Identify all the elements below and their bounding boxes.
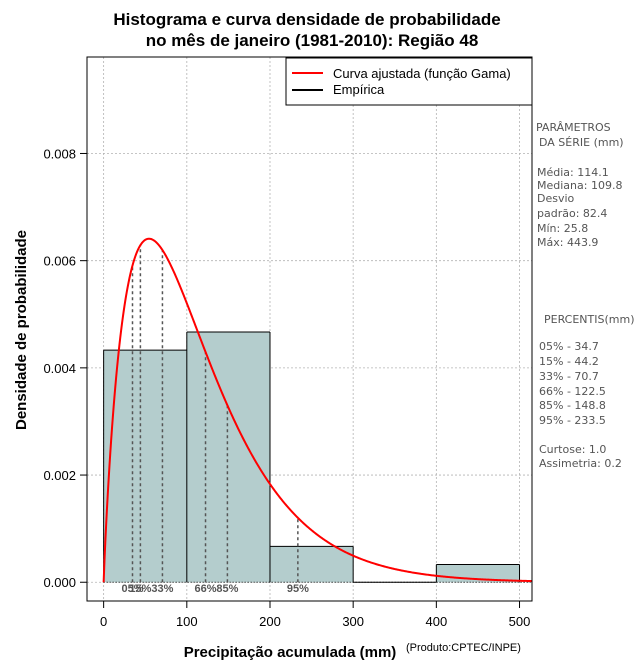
percentis-title: PERCENTIS(mm) — [544, 313, 635, 326]
x-tick-label: 500 — [509, 614, 531, 629]
percentile-label-85: 85% — [216, 583, 238, 595]
percentile-label-95: 95% — [287, 583, 309, 595]
params-title-1: PARÂMETROS — [536, 121, 611, 134]
y-tick-label: 0.002 — [43, 468, 76, 483]
percentil-95: 95% - 233.5 — [539, 414, 606, 427]
x-tick-label: 200 — [259, 614, 281, 629]
percentil-66: 66% - 122.5 — [539, 385, 606, 398]
percentile-label-66: 66% — [195, 583, 217, 595]
stat-skewness: Assimetria: 0.2 — [539, 457, 622, 470]
percentile-label-33: 33% — [151, 583, 173, 595]
y-tick-label: 0.006 — [43, 254, 76, 269]
histogram-bar — [269, 546, 354, 583]
percentile-label-05: 05% — [121, 583, 143, 595]
plot-area: 05%15% 33% 66% 85% 95% — [86, 56, 533, 602]
chart-title-line1: Histograma e curva densidade de probabil… — [113, 10, 500, 29]
percentil-85: 85% - 148.8 — [539, 399, 606, 412]
gamma-curve-line — [102, 237, 533, 583]
stat-stddev-label: Desvio — [537, 192, 575, 205]
x-tick-label: 300 — [342, 614, 364, 629]
y-axis: 0.000 0.002 0.004 0.006 0.008 — [43, 146, 88, 590]
x-tick-label: 400 — [425, 614, 447, 629]
x-tick-label: 0 — [100, 614, 107, 629]
percentile-label-15: 15% — [129, 583, 151, 595]
legend-empirical-label: Empírica — [333, 82, 385, 97]
stat-min: Mín: 25.8 — [537, 222, 588, 235]
legend-box — [285, 57, 533, 106]
y-tick-label: 0.000 — [43, 575, 76, 590]
stat-kurtosis: Curtose: 1.0 — [539, 443, 606, 456]
y-tick-label: 0.004 — [43, 361, 76, 376]
stat-median: Mediana: 109.8 — [537, 179, 622, 192]
y-axis-title: Densidade de probabilidade — [13, 230, 30, 430]
x-axis: 0 100 200 300 400 500 — [100, 600, 531, 629]
credit-text: (Produto:CPTEC/INPE) — [406, 642, 521, 654]
stat-stddev: padrão: 82.4 — [537, 207, 607, 220]
legend: Curva ajustada (função Gama) Empírica — [285, 57, 533, 106]
percentil-15: 15% - 44.2 — [539, 355, 599, 368]
x-tick-label: 100 — [176, 614, 198, 629]
histogram-bar — [186, 331, 270, 583]
chart-title-line2: no mês de janeiro (1981-2010): Região 48 — [146, 31, 479, 50]
x-axis-title: Precipitação acumulada (mm) — [184, 644, 397, 660]
stat-mean: Média: 114.1 — [537, 166, 609, 179]
percentil-05: 05% - 34.7 — [539, 340, 599, 353]
statistics-panel: PARÂMETROS DA SÉRIE (mm) Média: 114.1 Me… — [536, 121, 635, 470]
histogram-bars — [103, 331, 532, 583]
histogram-bar — [103, 350, 187, 583]
percentil-33: 33% - 70.7 — [539, 370, 599, 383]
y-tick-label: 0.008 — [43, 146, 76, 161]
legend-fit-label: Curva ajustada (função Gama) — [333, 66, 511, 81]
percentile-markers: 05%15% 33% 66% 85% 95% — [121, 245, 309, 595]
stat-max: Máx: 443.9 — [537, 236, 598, 249]
params-title-2: DA SÉRIE (mm) — [539, 136, 624, 149]
